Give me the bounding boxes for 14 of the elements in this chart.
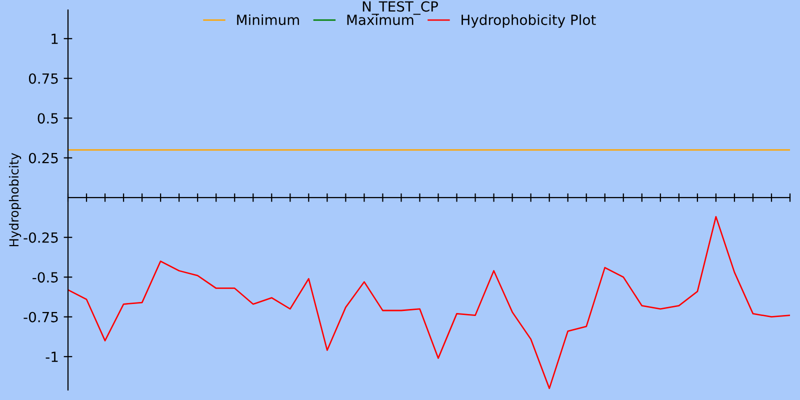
chart-title: N_TEST_CP <box>362 1 438 15</box>
y-tick-label: -1 <box>46 352 58 362</box>
legend-label: Maximum <box>347 14 414 26</box>
y-tick-label: 0.75 <box>28 73 58 84</box>
y-tick-label: -0.25 <box>24 232 58 243</box>
y-tick-label: -0.75 <box>24 312 58 322</box>
y-tick-label: -0.5 <box>32 272 58 283</box>
y-tick-label: 0.5 <box>38 113 58 124</box>
y-axis-title: Hydrophobicity <box>8 152 22 246</box>
legend-label: Minimum <box>237 14 299 26</box>
line-series <box>68 216 790 390</box>
legend-label: Hydrophobicity Plot <box>462 14 596 28</box>
y-tick-label: 1 <box>52 34 58 44</box>
y-tick-label: 0.25 <box>28 152 58 164</box>
